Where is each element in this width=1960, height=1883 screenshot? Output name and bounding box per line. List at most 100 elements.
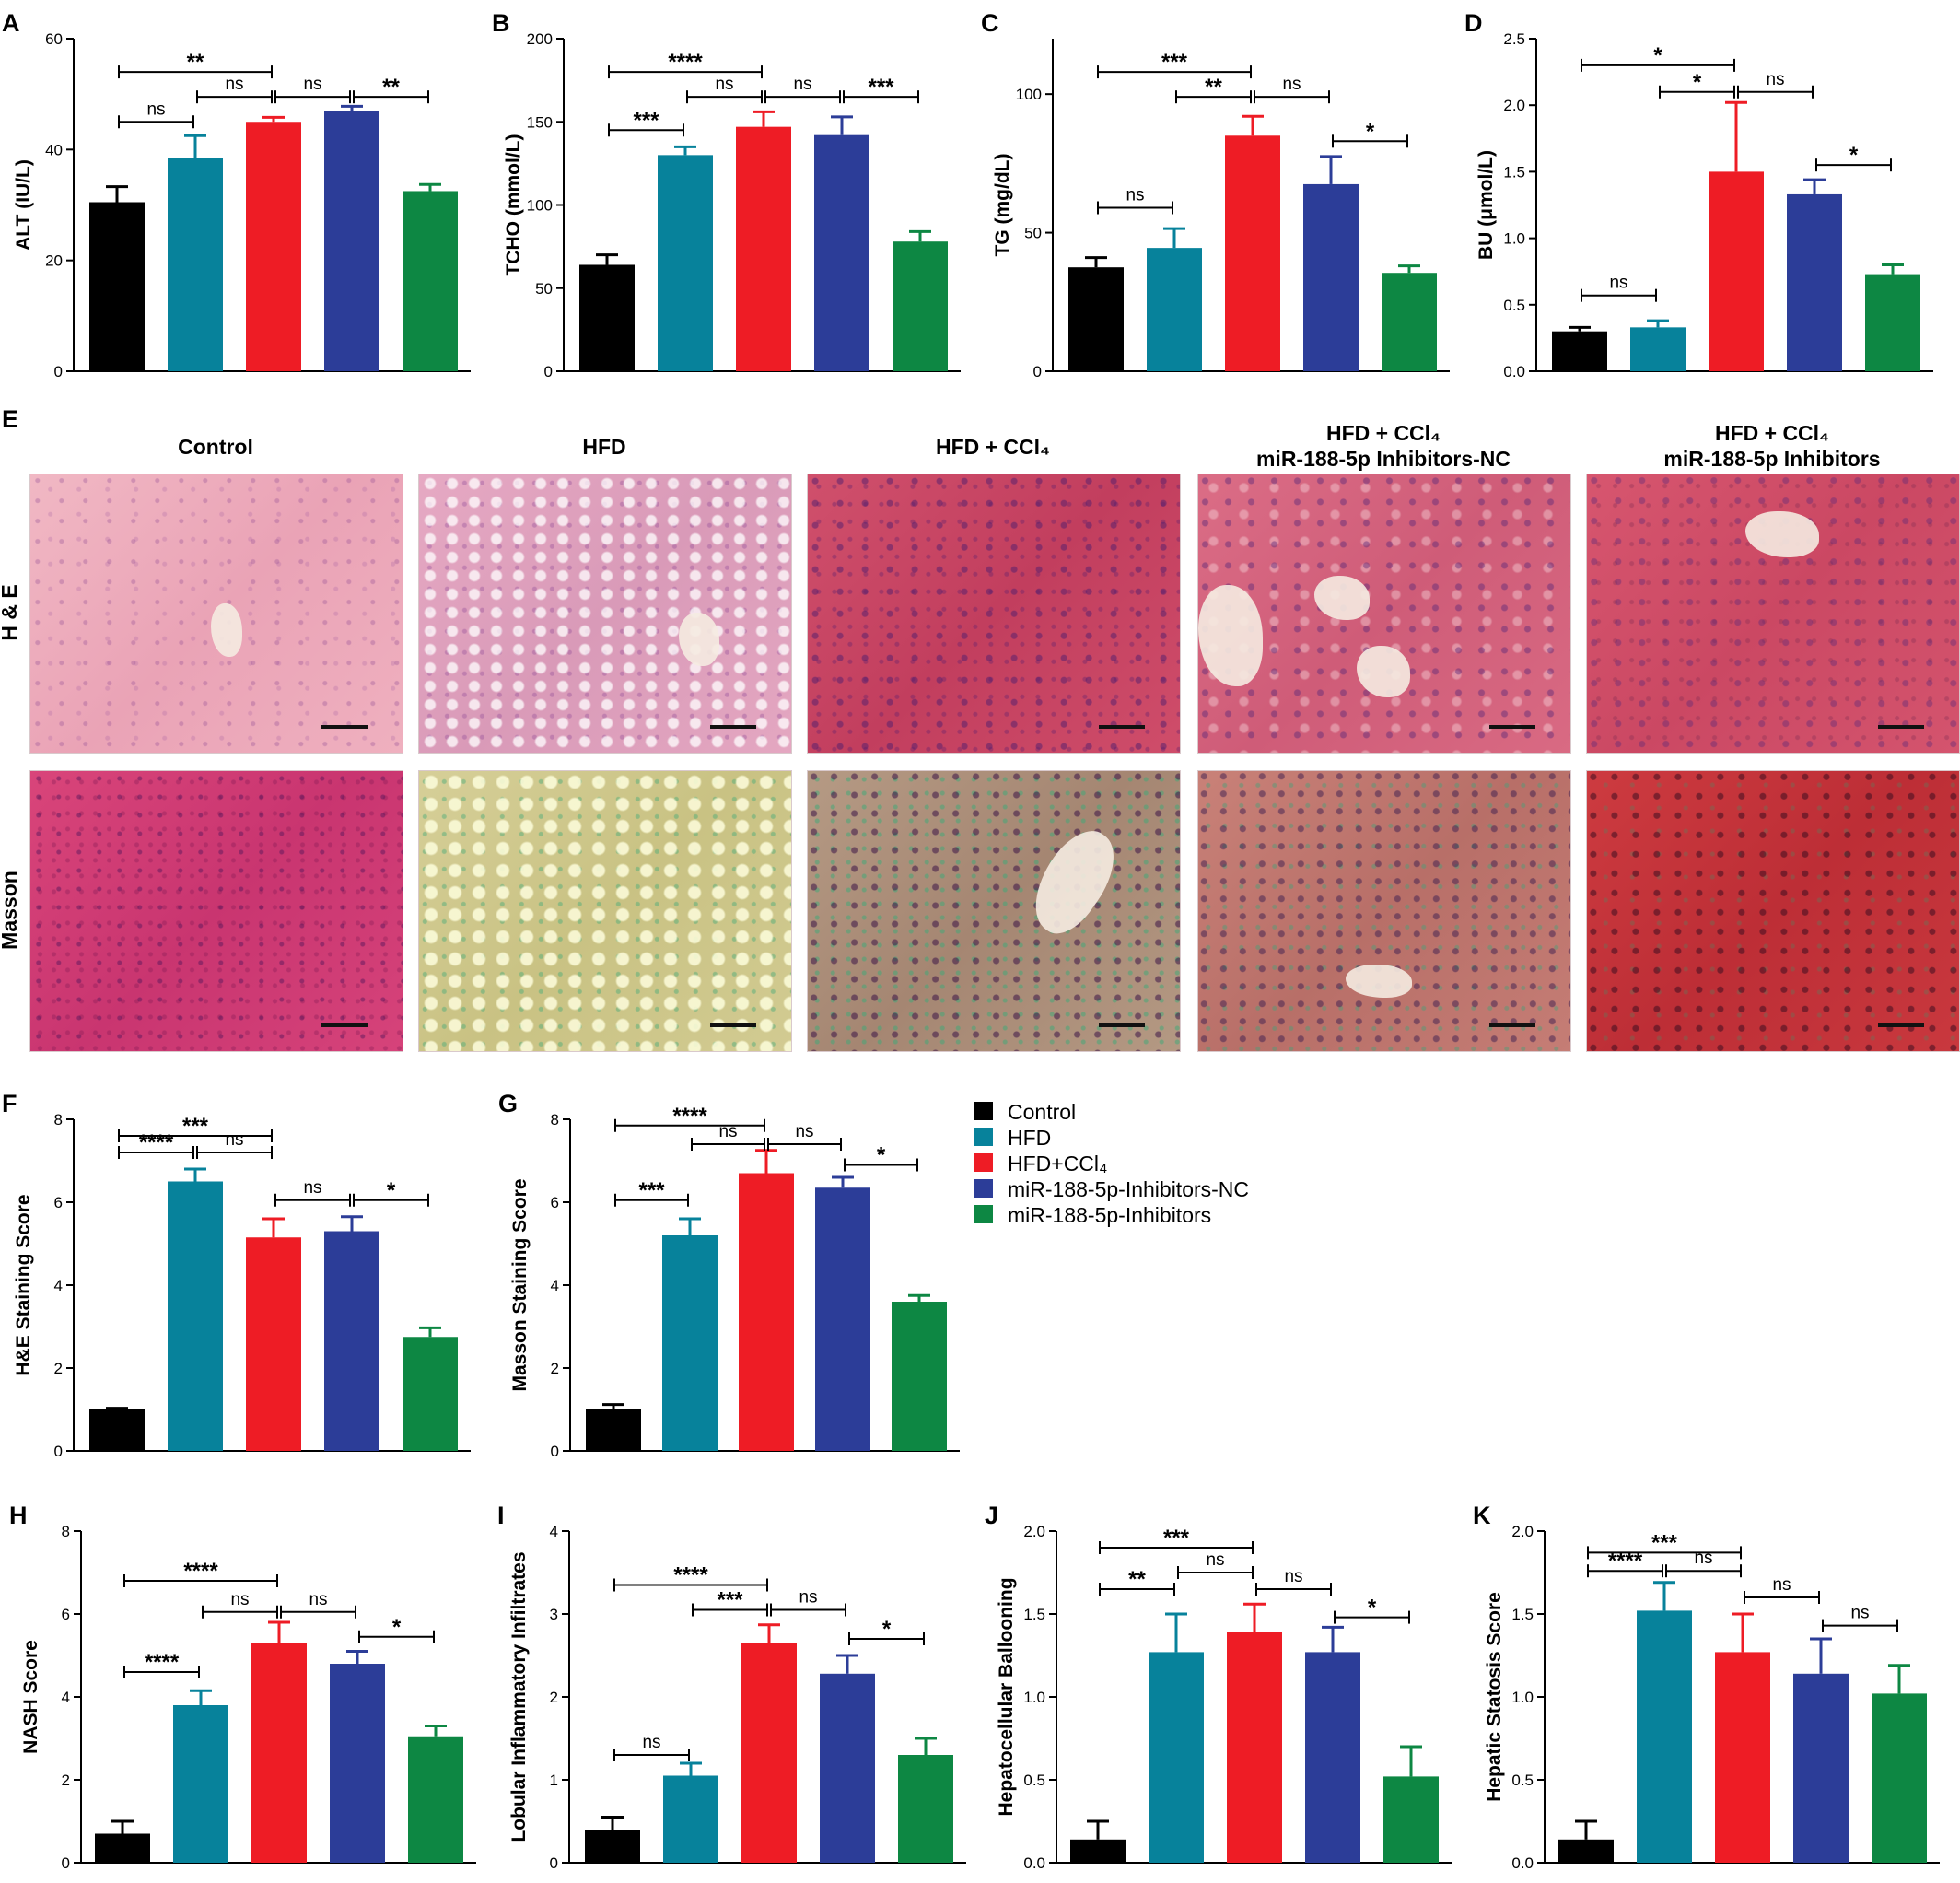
bar bbox=[1305, 1652, 1360, 1863]
bar bbox=[1383, 1776, 1439, 1863]
bar bbox=[1303, 183, 1359, 371]
y-tick-label: 0 bbox=[62, 1854, 70, 1872]
column-header-nc-line2: miR-188-5p Inhibitors-NC bbox=[1256, 447, 1511, 471]
y-axis-label: Hepatocellular Ballooning bbox=[996, 1577, 1017, 1816]
y-tick-label: 2.0 bbox=[1503, 97, 1525, 114]
significance-bracket: ns bbox=[1744, 1575, 1820, 1604]
significance-label: ns bbox=[799, 1588, 817, 1608]
significance-label: ns bbox=[715, 75, 733, 94]
y-tick-label: 100 bbox=[527, 197, 553, 215]
y-tick-label: 2 bbox=[550, 1689, 558, 1706]
bar bbox=[1558, 1839, 1614, 1863]
y-tick-label: 2 bbox=[551, 1360, 559, 1377]
significance-bracket: * bbox=[844, 1143, 918, 1172]
y-tick-label: 2.0 bbox=[1023, 1523, 1045, 1540]
y-tick-label: 6 bbox=[551, 1194, 559, 1211]
significance-bracket: ns bbox=[767, 1122, 842, 1151]
y-axis-label: H&E Staining Score bbox=[13, 1194, 34, 1375]
y-tick-label: 0.5 bbox=[1023, 1772, 1045, 1789]
significance-bracket: ns bbox=[1737, 70, 1814, 99]
significance-label: **** bbox=[1608, 1549, 1643, 1573]
y-tick-label: 0 bbox=[551, 1443, 559, 1460]
significance-bracket: ns bbox=[196, 75, 273, 104]
bar bbox=[662, 1235, 718, 1451]
significance-bracket: ns bbox=[1177, 1550, 1254, 1579]
y-tick-label: 150 bbox=[527, 113, 553, 131]
bar bbox=[1787, 193, 1842, 371]
significance-label: ns bbox=[146, 99, 165, 119]
significance-label: **** bbox=[673, 1563, 708, 1588]
y-tick-label: 0 bbox=[54, 363, 63, 380]
significance-bracket: ns bbox=[196, 1130, 273, 1159]
significance-label: * bbox=[1653, 43, 1662, 68]
panel-letter-g: G bbox=[498, 1090, 518, 1117]
significance-bracket: *** bbox=[614, 1178, 689, 1207]
significance-bracket: ** bbox=[353, 75, 429, 104]
significance-label: *** bbox=[1651, 1530, 1678, 1555]
y-tick-label: 0.5 bbox=[1511, 1772, 1534, 1789]
significance-label: ns bbox=[1206, 1550, 1224, 1570]
y-tick-label: 3 bbox=[550, 1606, 558, 1623]
legend-swatch-inhibitors bbox=[974, 1205, 993, 1223]
bar bbox=[402, 191, 458, 371]
significance-bracket: ns bbox=[764, 75, 841, 104]
significance-bracket: ns bbox=[691, 1122, 765, 1151]
y-tick-label: 2 bbox=[62, 1772, 70, 1789]
y-axis-label: Hepatic Statosis Score bbox=[1484, 1592, 1505, 1802]
panel-letter-f: F bbox=[2, 1090, 18, 1117]
y-tick-label: 20 bbox=[45, 252, 63, 270]
significance-label: ns bbox=[1772, 1575, 1791, 1595]
y-axis-label: Masson Staining Score bbox=[509, 1178, 531, 1391]
significance-label: *** bbox=[638, 1178, 665, 1203]
significance-bracket: * bbox=[1332, 119, 1408, 148]
legend-swatch-ccl4 bbox=[974, 1153, 993, 1172]
y-tick-label: 8 bbox=[551, 1111, 559, 1129]
y-tick-label: 1.5 bbox=[1503, 163, 1525, 181]
significance-label: ns bbox=[303, 1178, 321, 1198]
significance-label: * bbox=[1368, 1596, 1377, 1620]
bar bbox=[324, 1231, 379, 1451]
significance-label: ns bbox=[1766, 70, 1784, 89]
y-tick-label: 0.0 bbox=[1503, 363, 1525, 380]
bar bbox=[1227, 1632, 1282, 1863]
bar bbox=[585, 1830, 640, 1863]
significance-label: ns bbox=[795, 1122, 813, 1141]
bar bbox=[1865, 274, 1920, 371]
y-axis-label: BU (μmol/L) bbox=[1476, 150, 1497, 260]
y-tick-label: 1.0 bbox=[1023, 1689, 1045, 1706]
significance-bracket: ns bbox=[770, 1588, 846, 1617]
y-tick-label: 0 bbox=[544, 363, 553, 380]
y-tick-label: 100 bbox=[1016, 86, 1042, 103]
significance-bracket: ** bbox=[1099, 1567, 1175, 1596]
significance-bracket: * bbox=[358, 1615, 435, 1643]
significance-label: ns bbox=[642, 1733, 660, 1752]
y-tick-label: 1.5 bbox=[1511, 1606, 1534, 1623]
bar bbox=[741, 1643, 797, 1863]
significance-label: ** bbox=[382, 75, 400, 99]
chart-d: D 0.0 0.5 1.0 1.5 2.0 2.5 BU (μmol/L) * ns * ns * bbox=[1464, 9, 1933, 380]
significance-bracket: ** bbox=[1175, 75, 1252, 104]
significance-bracket: **** bbox=[608, 50, 763, 79]
significance-label: *** bbox=[868, 75, 894, 99]
significance-label: ns bbox=[309, 1590, 327, 1609]
significance-label: **** bbox=[668, 50, 703, 75]
significance-bracket: * bbox=[1815, 143, 1892, 172]
significance-label: * bbox=[877, 1143, 886, 1168]
legend-label-ccl4: HFD+CCl₄ bbox=[1008, 1152, 1107, 1175]
legend-label-control: Control bbox=[1008, 1100, 1076, 1124]
y-tick-label: 4 bbox=[551, 1277, 559, 1294]
significance-bracket: *** bbox=[118, 1114, 273, 1142]
y-axis-label: NASH Score bbox=[20, 1640, 41, 1754]
y-tick-label: 6 bbox=[62, 1606, 70, 1623]
bar bbox=[1147, 248, 1202, 371]
y-tick-label: 200 bbox=[527, 30, 553, 48]
significance-label: ns bbox=[718, 1122, 737, 1141]
significance-label: * bbox=[1693, 70, 1702, 95]
significance-bracket: *** bbox=[608, 108, 684, 137]
legend-label-inhibitors-nc: miR-188-5p-Inhibitors-NC bbox=[1008, 1177, 1249, 1201]
